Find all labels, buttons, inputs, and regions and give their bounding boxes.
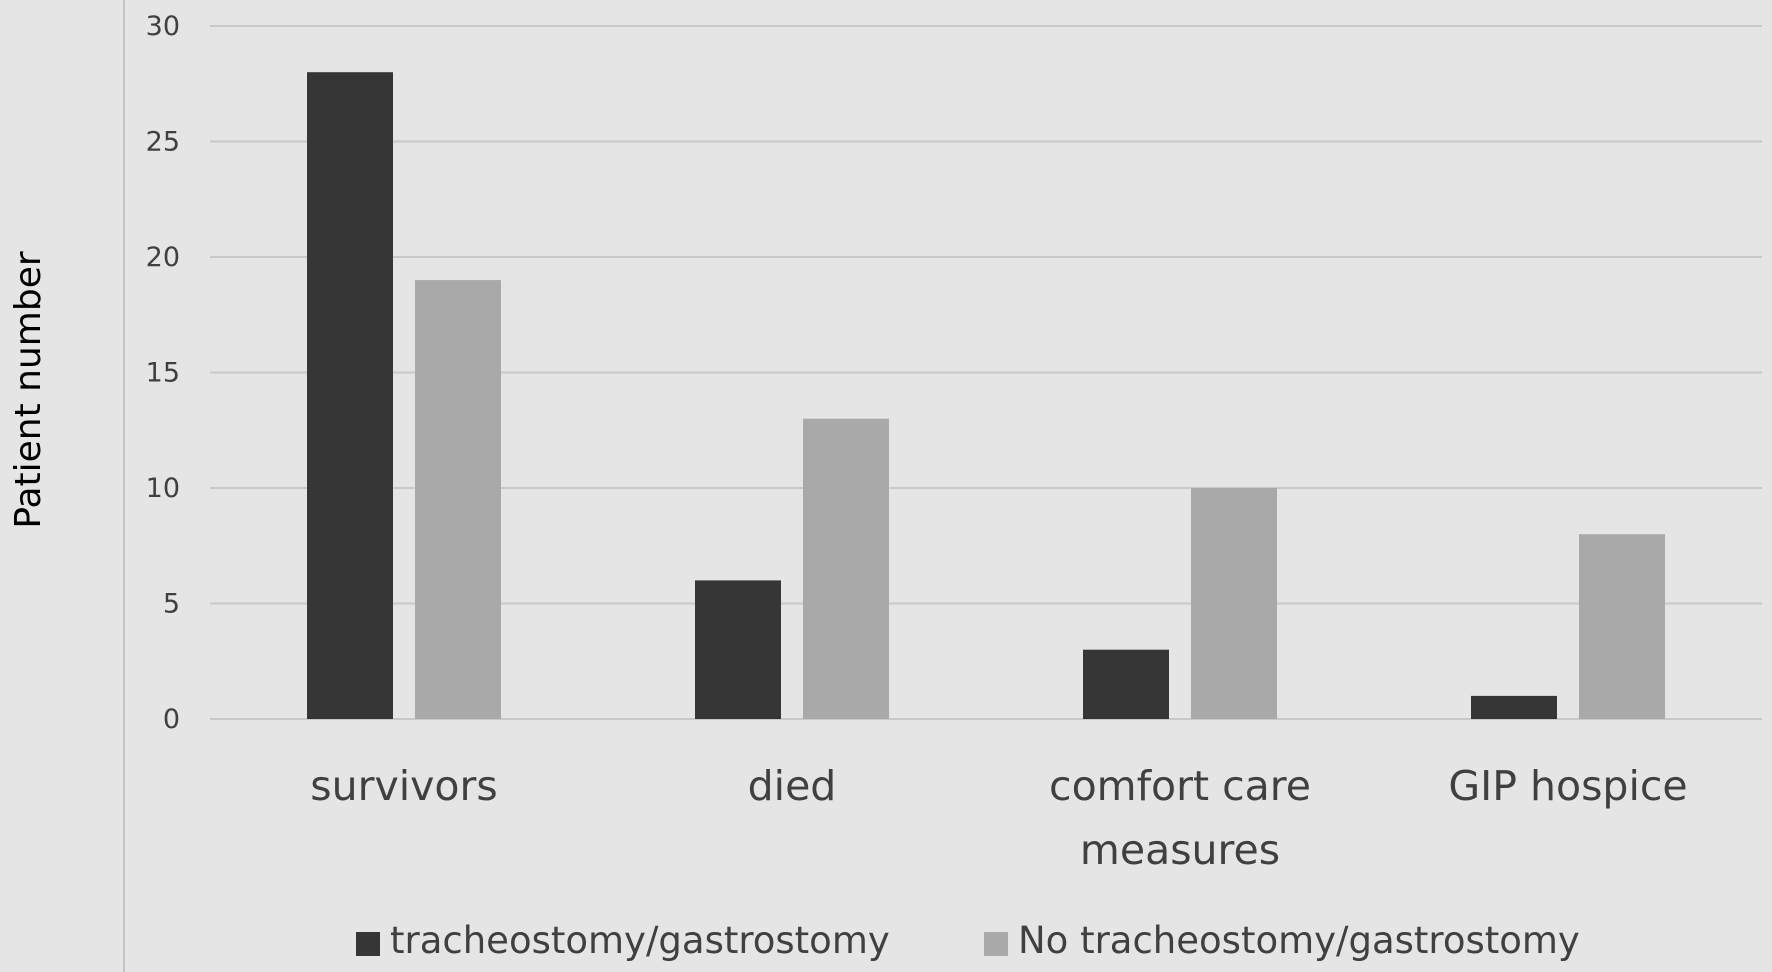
category-label: survivors (310, 762, 497, 810)
legend: tracheostomy/gastrostomy No tracheostomy/… (356, 919, 1580, 962)
y-tick-label: 20 (146, 242, 180, 273)
y-axis-title: Patient number (8, 251, 49, 528)
bar-no-tracheostomy (1191, 488, 1277, 719)
bar-no-tracheostomy (1579, 534, 1665, 719)
legend-swatch (984, 932, 1008, 956)
legend-label: tracheostomy/gastrostomy (390, 919, 890, 962)
category-label: comfort care measures (1049, 762, 1311, 874)
y-tick-label: 15 (146, 358, 180, 389)
y-tick-label: 0 (163, 704, 180, 735)
bar-tracheostomy (1471, 695, 1557, 719)
y-tick-label: 25 (146, 127, 180, 158)
bar-no-tracheostomy (415, 280, 501, 719)
legend-swatch (356, 932, 380, 956)
bar-tracheostomy (695, 580, 781, 719)
y-tick-label: 5 (163, 589, 180, 620)
bars (307, 72, 1665, 719)
y-tick-labels: 0 5 10 15 20 25 30 (146, 11, 180, 735)
category-label: GIP hospice (1448, 762, 1687, 810)
bar-no-tracheostomy (803, 418, 889, 719)
legend-label: No tracheostomy/gastrostomy (1018, 919, 1580, 962)
category-label: died (748, 762, 837, 810)
category-labels: survivors died comfort care measures GIP hos… (310, 762, 1687, 874)
y-tick-label: 10 (146, 473, 180, 504)
bar-tracheostomy (1083, 649, 1169, 719)
y-tick-label: 30 (146, 11, 180, 42)
bar-tracheostomy (307, 72, 393, 719)
